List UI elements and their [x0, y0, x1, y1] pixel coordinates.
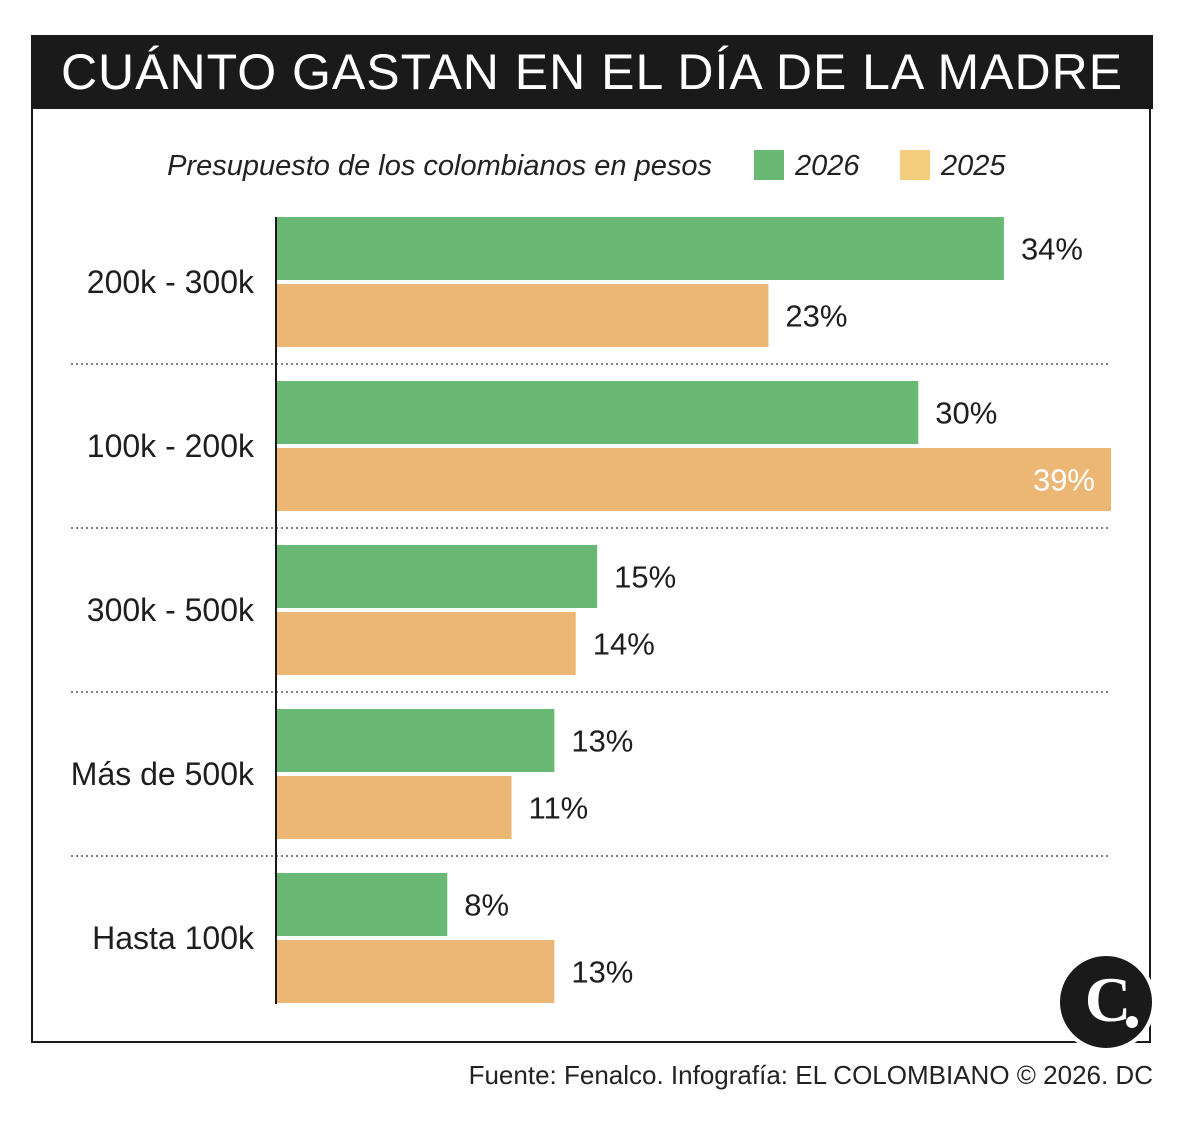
bar-2025 — [276, 284, 769, 347]
category-label: Hasta 100k — [92, 920, 255, 956]
category-group: 100k - 200k 30% 39% — [71, 381, 1111, 529]
legend-swatch-2025 — [900, 150, 930, 180]
bar-2026 — [276, 545, 598, 608]
chart-title: CUÁNTO GASTAN EN EL DÍA DE LA MADRE — [60, 44, 1124, 100]
category-group: 300k - 500k 15% 14% — [71, 545, 1111, 693]
category-label: 300k - 500k — [87, 592, 255, 628]
bar-2025 — [276, 940, 555, 1003]
title-bar: CUÁNTO GASTAN EN EL DÍA DE LA MADRE — [31, 35, 1153, 109]
value-label-2026: 30% — [935, 396, 997, 431]
value-label-2025: 39% — [1033, 463, 1095, 498]
value-label-2026: 8% — [464, 888, 509, 923]
bar-2025 — [276, 776, 512, 839]
source-credit: Fuente: Fenalco. Infografía: EL COLOMBIA… — [468, 1060, 1153, 1090]
category-label: 100k - 200k — [87, 428, 255, 464]
value-label-2025: 14% — [593, 627, 655, 662]
legend-swatch-2026 — [754, 150, 784, 180]
value-label-2025: 23% — [785, 299, 847, 334]
bar-2025 — [276, 448, 1111, 511]
el-colombiano-logo-icon: C — [1056, 952, 1156, 1052]
logo-letter: C — [1084, 964, 1132, 1035]
value-label-2026: 15% — [614, 560, 676, 595]
bar-2026 — [276, 217, 1004, 280]
value-label-2026: 13% — [571, 724, 633, 759]
category-label: Más de 500k — [71, 756, 255, 792]
chart-subtitle: Presupuesto de los colombianos en pesos — [167, 150, 712, 182]
logo-dot — [1126, 1016, 1138, 1028]
category-group: Más de 500k 13% 11% — [71, 709, 1111, 857]
category-group: Hasta 100k 8% 13% — [92, 873, 633, 1003]
bar-2026 — [276, 381, 919, 444]
legend: 2026 2025 — [754, 150, 1006, 182]
value-label-2025: 11% — [529, 791, 589, 826]
bar-2025 — [276, 612, 576, 675]
legend-label-2026: 2026 — [794, 150, 860, 182]
bar-2026 — [276, 873, 448, 936]
value-label-2025: 13% — [571, 955, 633, 990]
plot-area: 200k - 300k 34% 23% 100k - 200k 30% 39% 300k -… — [71, 217, 1111, 1004]
legend-label-2025: 2025 — [940, 150, 1006, 182]
bar-2026 — [276, 709, 555, 772]
value-label-2026: 34% — [1021, 232, 1083, 267]
category-label: 200k - 300k — [87, 264, 255, 300]
category-group: 200k - 300k 34% 23% — [71, 217, 1111, 365]
